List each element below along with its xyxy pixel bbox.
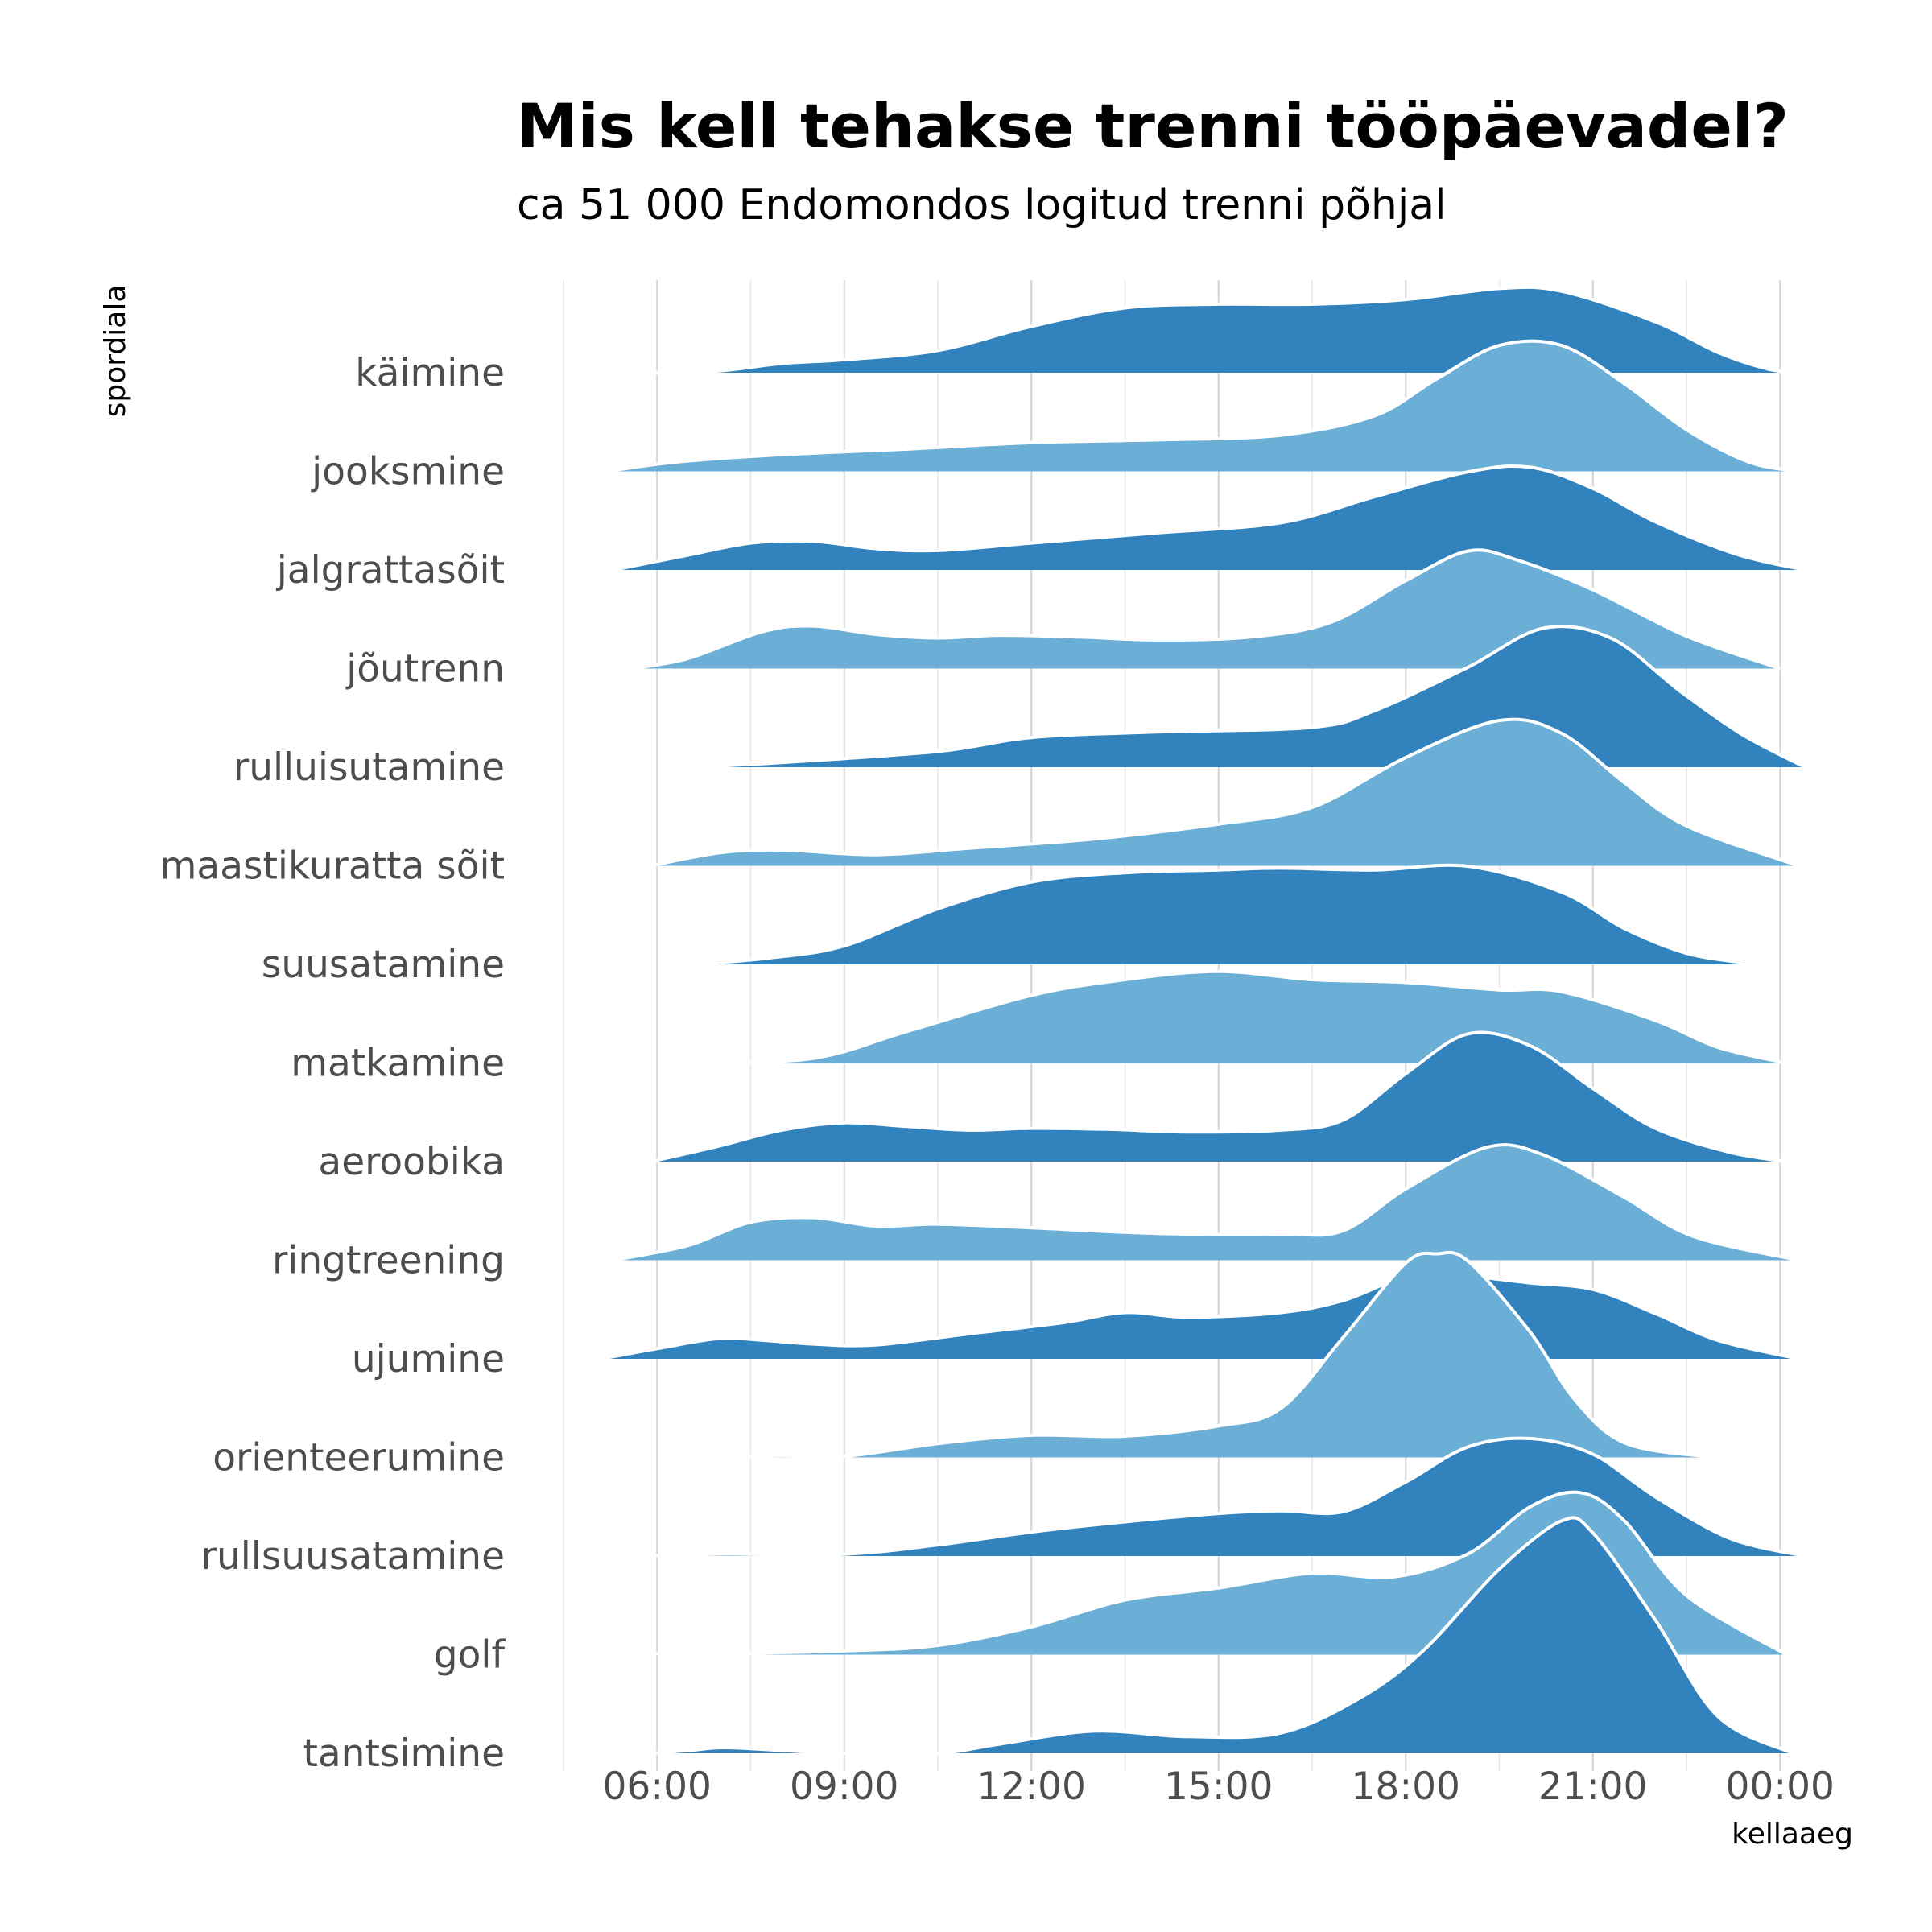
ridge-11-area: [694, 1252, 1736, 1459]
ridge-5-outline: [650, 717, 1800, 868]
ridge-1-area: [607, 341, 1799, 472]
y-axis-labels: käimine jooksmine jalgrattasõit jõutrenn rul…: [160, 351, 506, 1776]
y-tick-label: käimine: [355, 351, 505, 395]
x-tick-label: 18:00: [1352, 1765, 1460, 1809]
x-axis-title: kellaaeg: [1732, 1818, 1853, 1851]
y-tick-label: jalgrattasõit: [276, 548, 505, 592]
x-tick-label: 21:00: [1538, 1765, 1647, 1809]
ridge-6-area: [694, 865, 1761, 965]
chart-subtitle: ca 51 000 Endomondos logitud trenni põhj…: [517, 181, 1447, 229]
ridge-12-outline: [650, 1436, 1806, 1558]
ridge-6-outline: [694, 863, 1762, 967]
y-tick-label: tantsimine: [303, 1732, 505, 1776]
y-tick-label: ujumine: [352, 1337, 505, 1381]
chart-title: Mis kell tehakse trenni tööpäevadel?: [517, 90, 1789, 162]
ridge-1-outline: [607, 339, 1799, 473]
ridge-8-outline: [650, 1030, 1787, 1163]
y-tick-label: golf: [434, 1633, 506, 1678]
x-tick-label: 00:00: [1726, 1765, 1835, 1809]
ridge-3-outline: [631, 548, 1781, 671]
ridge-7-outline: [694, 969, 1787, 1065]
y-tick-label: jõutrenn: [345, 647, 505, 691]
ridge-11-outline: [694, 1250, 1737, 1459]
ridge-4-outline: [694, 625, 1806, 769]
ridge-10-outline: [601, 1273, 1799, 1360]
y-tick-label: maastikuratta sõit: [160, 844, 505, 889]
x-tick-label: 12:00: [977, 1765, 1086, 1809]
y-tick-label: suusatamine: [262, 943, 505, 987]
y-tick-label: rulluisutamine: [233, 745, 505, 790]
ridge-2-area: [613, 465, 1806, 570]
y-tick-label: orienteerumine: [213, 1436, 505, 1480]
x-tick-label: 15:00: [1164, 1765, 1273, 1809]
ridge-5-area: [650, 719, 1799, 866]
ridge-7-area: [694, 971, 1786, 1063]
y-tick-label: matkamine: [291, 1042, 505, 1086]
y-tick-label: jooksmine: [311, 450, 505, 494]
ridges: [594, 285, 1806, 1756]
ridge-14-outline: [650, 1516, 1794, 1756]
ridge-0-outline: [650, 285, 1799, 374]
ridge-2-outline: [613, 464, 1806, 572]
ridge-9-area: [613, 1145, 1799, 1261]
y-tick-label: rullsuusatamine: [201, 1534, 505, 1579]
y-axis-title: spordiala: [99, 285, 132, 418]
ridge-13-outline: [594, 1490, 1788, 1657]
x-tick-label: 06:00: [603, 1765, 712, 1809]
ridge-14-area: [650, 1517, 1793, 1754]
y-tick-label: ringtreening: [272, 1239, 505, 1283]
x-axis-labels: 06:00 09:00 12:00 15:00 18:00 21:00 00:00: [603, 1765, 1835, 1809]
ridge-9-outline: [613, 1143, 1799, 1262]
x-tick-label: 09:00: [790, 1765, 898, 1809]
y-tick-label: aeroobika: [318, 1140, 505, 1184]
